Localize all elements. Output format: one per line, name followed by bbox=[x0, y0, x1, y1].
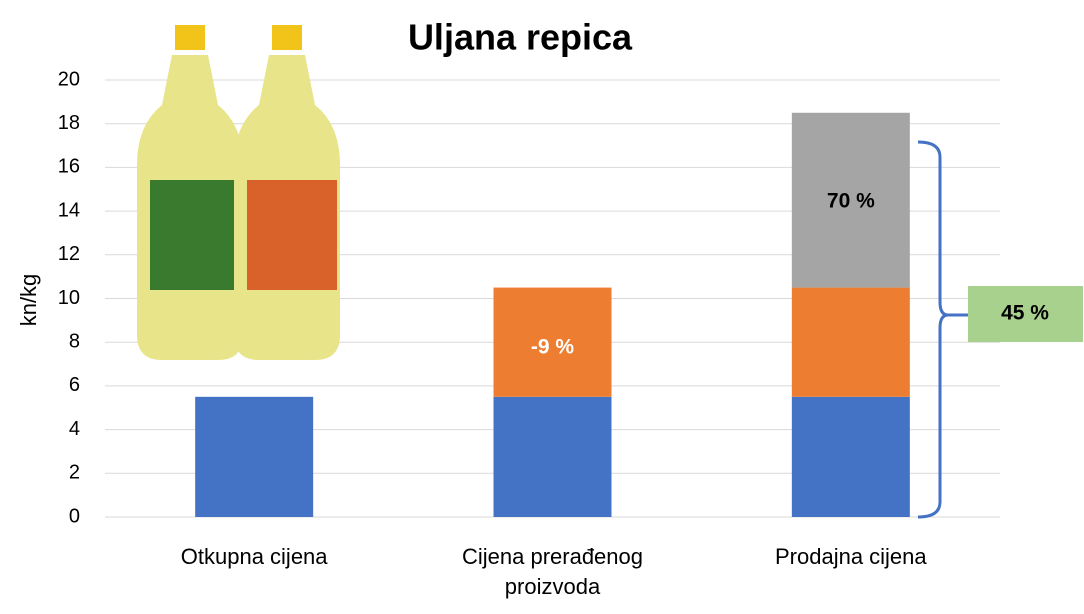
y-tick-label: 8 bbox=[69, 330, 80, 352]
y-tick-label: 14 bbox=[58, 199, 80, 221]
bar-segment bbox=[494, 397, 612, 517]
y-tick-label: 20 bbox=[58, 68, 80, 90]
y-tick-label: 4 bbox=[69, 418, 80, 440]
bar-segment bbox=[195, 397, 313, 517]
y-tick-label: 10 bbox=[58, 287, 80, 309]
y-tick-label: 2 bbox=[69, 462, 80, 484]
y-tick-label: 16 bbox=[58, 156, 80, 178]
x-tick-label: Otkupna cijena bbox=[124, 542, 384, 572]
y-tick-label: 12 bbox=[58, 243, 80, 265]
annotation: 45 % bbox=[1001, 302, 1049, 325]
bar-segment bbox=[792, 397, 910, 517]
y-axis-label: kn/kg bbox=[16, 274, 41, 327]
y-tick-label: 0 bbox=[69, 505, 80, 527]
x-tick-label: Cijena prerađenog proizvoda bbox=[423, 542, 683, 602]
y-tick-label: 18 bbox=[58, 112, 80, 134]
bar-segment bbox=[792, 288, 910, 397]
page: Uljana repica kn/kg 0 2 4 6 8 10 12 14 16 18 20 -9… bbox=[0, 0, 1084, 614]
bottles bbox=[137, 25, 340, 360]
x-tick-label: Prodajna cijena bbox=[721, 542, 981, 572]
chart: Uljana repica kn/kg 0 2 4 6 8 10 12 14 16 18 20 -9… bbox=[0, 0, 1084, 614]
brace bbox=[918, 142, 968, 517]
y-tick-label: 6 bbox=[69, 374, 80, 396]
annotation: 70 % bbox=[827, 190, 875, 213]
chart-title: Uljana repica bbox=[408, 17, 633, 58]
annotation: -9 % bbox=[531, 336, 575, 359]
